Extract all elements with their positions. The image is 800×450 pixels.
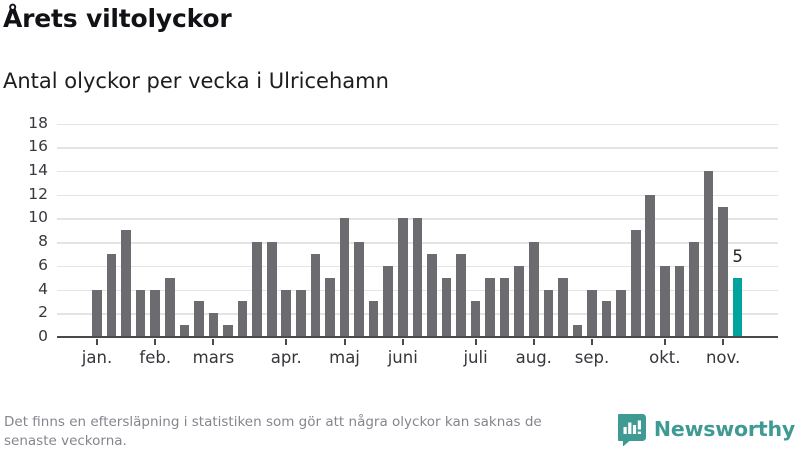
bar-week-7	[179, 325, 190, 338]
x-axis-tick-juli	[474, 338, 477, 345]
bar-week-15	[296, 289, 306, 338]
bar-week-11	[237, 301, 248, 338]
bar-current-week	[732, 277, 743, 338]
x-axis-tick-aug	[532, 338, 535, 345]
bar-week-36	[601, 301, 612, 338]
bar-week-25	[441, 277, 452, 338]
bar-week-10	[223, 325, 233, 338]
bar-week-22	[397, 218, 408, 338]
bar-week-2	[106, 253, 117, 338]
x-axis-tick-jan	[96, 338, 98, 345]
bar-week-35	[587, 289, 597, 338]
latest-value-label: 5	[732, 246, 743, 266]
bar-week-40	[660, 265, 670, 338]
bar-week-41	[674, 265, 685, 338]
bar-week-28	[485, 277, 495, 338]
x-axis-month-label-jan: jan.	[81, 348, 113, 367]
x-axis-month-label-apr: apr.	[270, 348, 302, 367]
gridline-y-12	[57, 194, 778, 197]
bar-week-8	[194, 301, 204, 338]
bar-week-13	[266, 242, 277, 338]
y-axis-label-2: 2	[38, 303, 48, 322]
bar-week-43	[703, 170, 714, 338]
bar-week-9	[208, 313, 219, 338]
y-axis-label-12: 12	[28, 184, 48, 203]
y-axis-label-14: 14	[28, 160, 48, 179]
y-axis-label-4: 4	[38, 279, 48, 298]
y-axis-label-10: 10	[28, 208, 48, 227]
x-axis-tick-juni	[401, 338, 404, 345]
bar-week-39	[645, 194, 656, 338]
bar-week-21	[383, 265, 393, 338]
y-axis-label-18: 18	[28, 113, 48, 132]
y-axis-label-0: 0	[38, 327, 48, 345]
x-axis-tick-nov	[722, 338, 725, 345]
bar-week-24	[427, 253, 437, 338]
bar-week-38	[630, 230, 641, 338]
x-axis-month-label-sep: sep.	[574, 348, 610, 367]
bar-week-3	[121, 230, 131, 338]
newsworthy-brand-name: Newsworthy	[653, 417, 795, 441]
bar-week-12	[252, 242, 262, 338]
bar-week-23	[412, 218, 423, 338]
disclaimer-text: Det finns en eftersläpning i statistiken…	[4, 413, 542, 450]
bar-week-42	[689, 242, 699, 338]
bar-week-44	[718, 206, 728, 338]
x-axis-month-label-okt: okt.	[649, 348, 681, 367]
bar-week-4	[135, 289, 146, 338]
x-axis-line	[57, 335, 778, 339]
gridline-y-16	[57, 147, 778, 149]
bar-week-32	[543, 289, 554, 338]
bar-week-16	[310, 253, 321, 338]
bar-week-29	[499, 277, 510, 338]
x-axis-month-label-feb: feb.	[139, 348, 172, 367]
bar-week-27	[470, 301, 481, 338]
x-axis-month-label-nov: nov.	[705, 348, 741, 367]
x-axis-month-label-mars: mars	[192, 348, 235, 367]
x-axis-tick-okt	[663, 338, 666, 345]
bar-week-26	[456, 253, 466, 338]
x-axis-tick-sep	[591, 338, 594, 345]
x-axis-tick-apr	[285, 338, 288, 345]
x-axis-month-label-maj: maj	[329, 348, 360, 367]
chart-subtitle: Antal olyckor per vecka i Ulricehamn	[3, 69, 389, 93]
y-axis-label-8: 8	[38, 232, 48, 251]
bar-week-20	[368, 301, 379, 338]
bar-week-19	[354, 242, 364, 338]
page-title: Årets viltolyckor	[3, 4, 232, 33]
x-axis-tick-feb	[154, 338, 157, 345]
bar-week-30	[514, 265, 525, 338]
x-axis-month-label-juli: juli	[463, 348, 488, 367]
bar-week-5	[150, 289, 161, 338]
disclaimer-line-2: senaste veckorna.	[4, 432, 127, 449]
bar-week-18	[339, 218, 350, 338]
newsworthy-logo: Newsworthy	[615, 412, 795, 446]
x-axis-tick-maj	[343, 338, 346, 345]
gridline-y-18	[57, 123, 778, 125]
y-axis-label-6: 6	[38, 255, 48, 274]
bar-week-37	[616, 289, 626, 338]
bar-week-6	[165, 277, 175, 338]
disclaimer-line-1: Det finns en eftersläpning i statistiken…	[4, 414, 542, 430]
bar-week-17	[325, 277, 335, 338]
x-axis-tick-mars	[212, 338, 215, 345]
bar-week-31	[529, 242, 539, 338]
bar-week-14	[281, 289, 292, 338]
bar-week-33	[558, 277, 568, 338]
gridline-y-14	[57, 170, 778, 173]
y-axis-label-16: 16	[28, 137, 48, 156]
x-axis-month-label-juni: juni	[387, 348, 418, 367]
bar-week-34	[572, 325, 583, 338]
x-axis-month-label-aug: aug.	[515, 348, 552, 367]
bar-week-1	[92, 289, 102, 338]
newsworthy-logo-icon	[615, 413, 647, 446]
